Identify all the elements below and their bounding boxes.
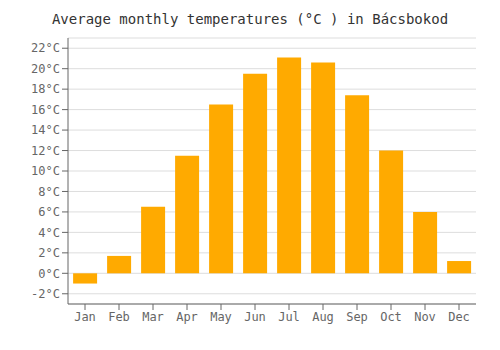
svg-text:Oct: Oct	[380, 310, 402, 324]
svg-text:18°C: 18°C	[31, 82, 60, 96]
html-text:Average monthly temperatures (: Average monthly temperatures (°C ) in Bá…	[51, 11, 449, 27]
svg-text:Jan: Jan	[74, 310, 96, 324]
svg-text:Apr: Apr	[176, 310, 198, 324]
svg-text:Jul: Jul	[278, 310, 300, 324]
svg-text:12°C: 12°C	[31, 144, 60, 158]
svg-text:14°C: 14°C	[31, 123, 60, 137]
svg-text:8°C: 8°C	[38, 185, 60, 199]
svg-text:20°C: 20°C	[31, 62, 60, 76]
svg-text:16°C: 16°C	[31, 103, 60, 117]
svg-text:10°C: 10°C	[31, 164, 60, 178]
svg-text:6°C: 6°C	[38, 205, 60, 219]
svg-text:Sep: Sep	[346, 310, 368, 324]
svg-text:Nov: Nov	[414, 310, 436, 324]
svg-text:Feb: Feb	[108, 310, 130, 324]
svg-text:-2°C: -2°C	[31, 287, 60, 301]
svg-text:May: May	[210, 310, 232, 324]
svg-text:Aug: Aug	[312, 310, 334, 324]
svg-text:22°C: 22°C	[31, 41, 60, 55]
svg-text:0°C: 0°C	[38, 267, 60, 281]
svg-text:Mar: Mar	[142, 310, 164, 324]
svg-text:Jun: Jun	[244, 310, 266, 324]
svg-text:Dec: Dec	[448, 310, 470, 324]
svg-text:4°C: 4°C	[38, 226, 60, 240]
svg-text:2°C: 2°C	[38, 246, 60, 260]
